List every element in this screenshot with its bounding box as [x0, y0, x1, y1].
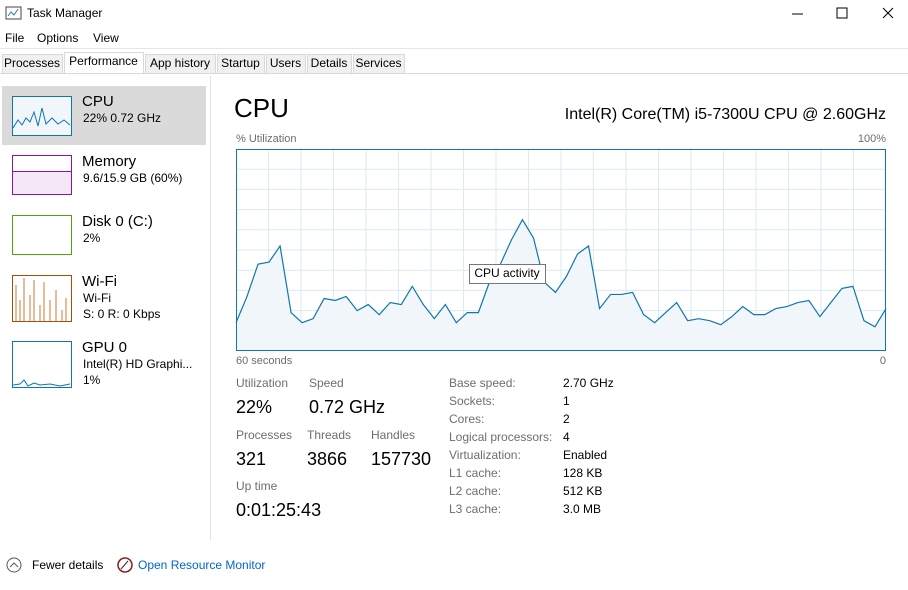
tab-label[interactable]: Users — [270, 56, 301, 70]
tooltip-text: CPU activity — [474, 266, 539, 280]
processor-name: Intel(R) Core(TM) i5-7300U CPU @ 2.60GHz — [565, 106, 886, 123]
tab[interactable] — [353, 54, 405, 74]
window-title: Task Manager — [27, 6, 102, 20]
detail-value: 2.70 GHz — [563, 376, 614, 390]
detail-label: Sockets: — [449, 394, 495, 408]
wifi-thumbnail-graph — [15, 278, 67, 321]
tooltip — [469, 264, 546, 284]
cpu-line — [235, 218, 887, 328]
disk-thumbnail[interactable] — [12, 215, 72, 255]
stat-value: 321 — [236, 449, 266, 469]
stat-value: 22% — [236, 397, 272, 417]
tab[interactable] — [2, 54, 63, 74]
gpu-thumbnail-graph — [12, 379, 71, 387]
resource-detail: Intel(R) HD Graphi... — [83, 357, 192, 371]
stat-label: Handles — [371, 428, 415, 442]
tab[interactable] — [64, 52, 144, 74]
detail-label: L1 cache: — [449, 466, 501, 480]
memory-thumbnail-fill — [13, 171, 71, 194]
maximize-button[interactable] — [836, 7, 848, 19]
tab[interactable] — [307, 54, 352, 74]
stat-label: Up time — [236, 479, 278, 493]
graph-y-label: % Utilization — [236, 133, 297, 145]
cpu-thumbnail-graph — [12, 107, 71, 129]
stat-label: Utilization — [236, 376, 288, 390]
resource-name[interactable]: GPU 0 — [82, 339, 127, 356]
stat-value: 157730 — [371, 449, 431, 469]
stat-value: 0.72 GHz — [309, 397, 385, 417]
resource-name[interactable]: Wi-Fi — [82, 273, 117, 290]
stat-value: 3866 — [307, 449, 347, 469]
tab-label[interactable]: Processes — [4, 56, 60, 70]
detail-label: Virtualization: — [449, 448, 521, 462]
resource-name[interactable]: Memory — [82, 153, 137, 170]
app-icon — [5, 6, 22, 20]
stat-value: 0:01:25:43 — [236, 500, 321, 520]
app-icon-graph — [7, 8, 19, 17]
cpu-thumbnail[interactable] — [12, 96, 72, 136]
tab[interactable] — [266, 54, 306, 74]
tab[interactable] — [145, 54, 216, 74]
tab-label[interactable]: Performance — [69, 54, 138, 68]
graph-end-label: 0 — [880, 355, 886, 367]
tab-label[interactable]: Startup — [221, 56, 260, 70]
tab[interactable] — [217, 54, 265, 74]
fewer-details[interactable]: Fewer details — [32, 558, 103, 572]
close-button[interactable] — [882, 7, 894, 19]
graph-max-label: 100% — [858, 133, 886, 145]
detail-value: 2 — [563, 412, 570, 426]
gpu-thumbnail[interactable] — [12, 341, 72, 388]
resource-name[interactable]: CPU — [82, 93, 114, 110]
detail-label: L2 cache: — [449, 484, 501, 498]
resource-detail: 2% — [83, 231, 101, 245]
menu-item[interactable]: View — [93, 31, 119, 45]
detail-value: 512 KB — [563, 484, 602, 498]
stat-label: Processes — [236, 428, 292, 442]
wifi-thumbnail[interactable] — [12, 275, 72, 322]
resource-monitor-link[interactable]: Open Resource Monitor — [138, 558, 265, 572]
resource-detail: 22% 0.72 GHz — [83, 111, 161, 125]
tab-label[interactable]: Details — [311, 56, 348, 70]
detail-label: Logical processors: — [449, 430, 552, 444]
graph-time-label: 60 seconds — [236, 355, 293, 367]
stat-label: Threads — [307, 428, 351, 442]
resource-title: CPU — [234, 93, 289, 123]
detail-value: 4 — [563, 430, 570, 444]
resource-monitor-needle — [120, 560, 129, 570]
tab-label[interactable]: Services — [355, 56, 401, 70]
resource-detail: 1% — [83, 373, 101, 387]
resource-detail: Wi-Fi — [83, 291, 111, 305]
detail-value: 3.0 MB — [563, 502, 601, 516]
menu-item[interactable]: File — [5, 31, 25, 45]
detail-label: L3 cache: — [449, 502, 501, 516]
resource-detail: S: 0 R: 0 Kbps — [83, 307, 160, 321]
resource-detail: 9.6/15.9 GB (60%) — [83, 171, 182, 185]
stat-label: Speed — [309, 376, 344, 390]
fewer-details-icon[interactable] — [6, 557, 22, 573]
resource-name[interactable]: Disk 0 (C:) — [82, 213, 153, 230]
detail-value: Enabled — [563, 448, 607, 462]
menu-item[interactable]: Options — [37, 31, 78, 45]
detail-label: Base speed: — [449, 376, 516, 390]
fewer-details-chevron — [9, 562, 19, 568]
detail-value: 1 — [563, 394, 570, 408]
detail-label: Cores: — [449, 412, 484, 426]
graph-frame — [236, 149, 886, 351]
tab-label[interactable]: App history — [150, 56, 210, 70]
detail-value: 128 KB — [563, 466, 602, 480]
